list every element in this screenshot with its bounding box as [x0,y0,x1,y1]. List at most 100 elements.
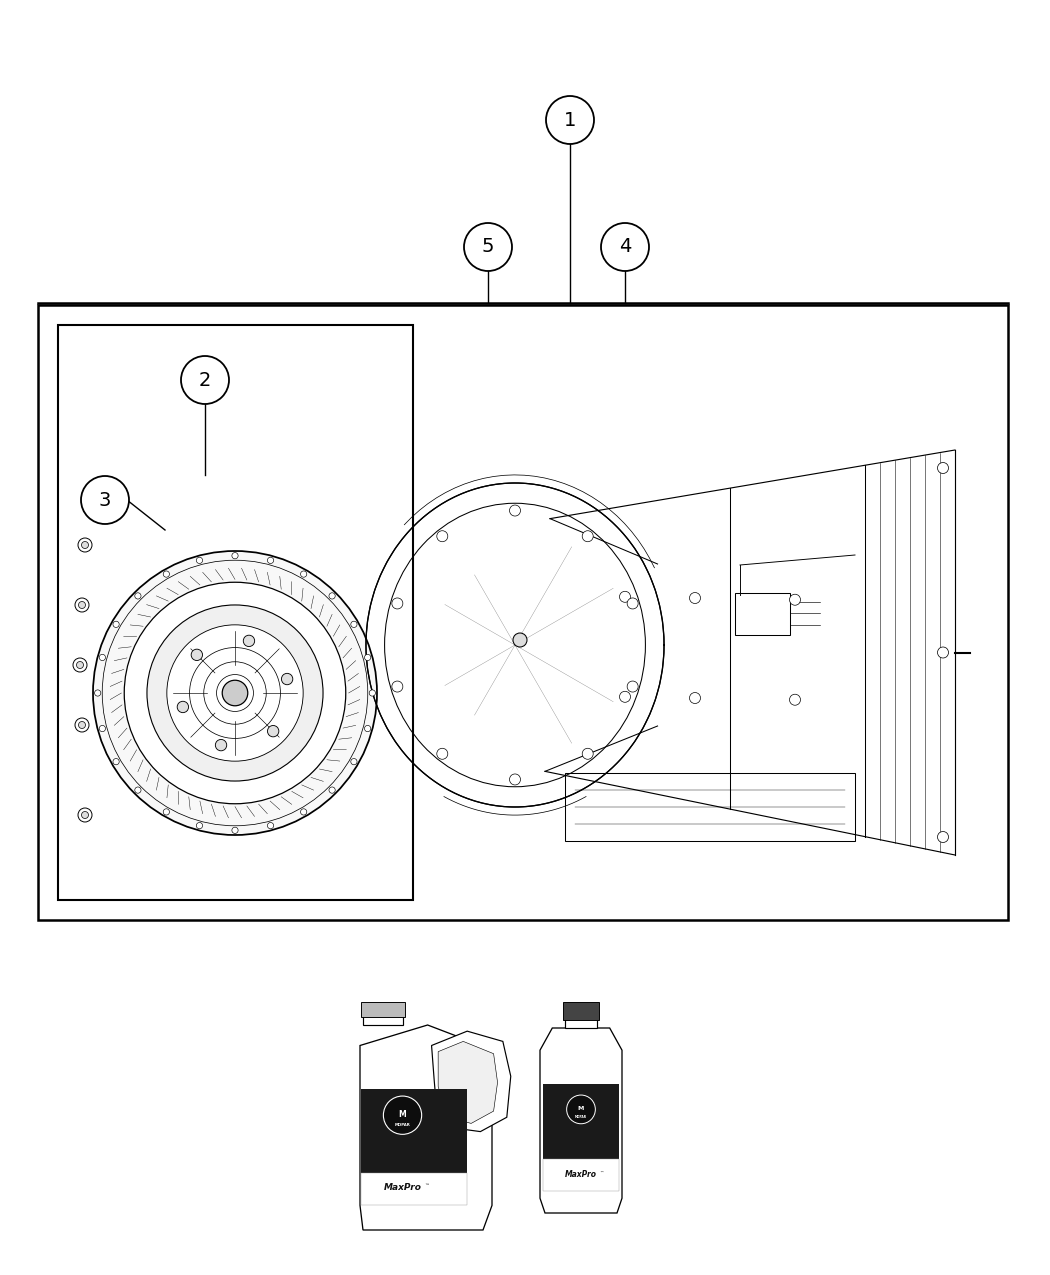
Bar [363,1005,402,1025]
Circle shape [113,621,120,627]
Circle shape [509,774,521,785]
Bar [735,593,790,635]
Circle shape [300,571,307,578]
Bar [564,1002,598,1020]
Circle shape [167,625,303,761]
Text: MOPAR: MOPAR [395,1123,411,1127]
Text: M: M [399,1109,406,1118]
Circle shape [329,787,335,793]
Circle shape [163,808,169,815]
Circle shape [163,571,169,578]
Text: MOPAR: MOPAR [575,1114,587,1119]
Circle shape [77,662,84,668]
Bar [361,1173,466,1205]
Circle shape [329,593,335,599]
Text: 1: 1 [564,111,576,130]
Circle shape [113,759,120,765]
Circle shape [232,552,238,558]
Circle shape [81,476,129,524]
Circle shape [196,557,203,564]
Bar [565,1003,596,1028]
Circle shape [78,808,92,822]
Text: 2: 2 [198,371,211,389]
Circle shape [509,505,521,516]
Circle shape [364,654,371,660]
Circle shape [82,542,88,548]
Circle shape [134,593,141,599]
Circle shape [75,598,89,612]
Circle shape [790,695,800,705]
Circle shape [370,690,376,696]
Bar [38,305,1008,921]
Circle shape [177,701,189,713]
Circle shape [300,808,307,815]
Circle shape [93,551,377,835]
Text: ™: ™ [598,1170,603,1174]
Circle shape [690,692,700,704]
Text: M: M [578,1107,584,1112]
Circle shape [513,632,527,646]
Circle shape [627,598,638,609]
Circle shape [790,594,800,606]
Circle shape [938,831,948,843]
Circle shape [601,223,649,272]
Polygon shape [432,1031,510,1132]
Polygon shape [360,1025,492,1230]
Circle shape [79,602,85,608]
Circle shape [232,827,238,834]
Circle shape [437,748,447,760]
Circle shape [938,463,948,473]
Circle shape [223,681,248,706]
Circle shape [78,538,92,552]
Circle shape [191,649,203,660]
Circle shape [546,96,594,144]
Circle shape [196,822,203,829]
Text: MaxPro: MaxPro [383,1183,421,1192]
Bar [361,1002,404,1016]
Circle shape [627,681,638,692]
Circle shape [392,598,403,609]
Circle shape [79,722,85,728]
Circle shape [437,530,447,542]
Bar [361,1089,466,1174]
Circle shape [100,725,105,732]
Circle shape [620,691,630,703]
Bar [565,774,855,842]
Circle shape [392,681,403,692]
Circle shape [620,592,630,602]
Circle shape [582,748,593,760]
Circle shape [82,811,88,819]
Circle shape [268,725,279,737]
Text: MaxPro: MaxPro [565,1170,597,1179]
Circle shape [100,654,105,660]
Polygon shape [438,1042,498,1123]
Circle shape [281,673,293,685]
Circle shape [383,1096,422,1135]
Circle shape [567,1095,595,1123]
Bar [543,1159,620,1191]
Circle shape [464,223,512,272]
Bar [543,1084,620,1162]
Polygon shape [540,1028,622,1213]
Text: 5: 5 [482,237,495,256]
Text: 4: 4 [618,237,631,256]
Circle shape [268,822,274,829]
Circle shape [244,635,255,646]
Circle shape [74,658,87,672]
Circle shape [938,646,948,658]
Text: ™: ™ [424,1183,429,1188]
Circle shape [215,740,227,751]
Circle shape [351,621,357,627]
Circle shape [690,593,700,603]
Circle shape [124,583,345,803]
Circle shape [582,530,593,542]
Circle shape [94,690,101,696]
Circle shape [268,557,274,564]
Circle shape [134,787,141,793]
Circle shape [181,356,229,404]
Bar [58,325,413,900]
Circle shape [351,759,357,765]
Text: 3: 3 [99,491,111,510]
Circle shape [147,604,323,782]
Circle shape [364,725,371,732]
